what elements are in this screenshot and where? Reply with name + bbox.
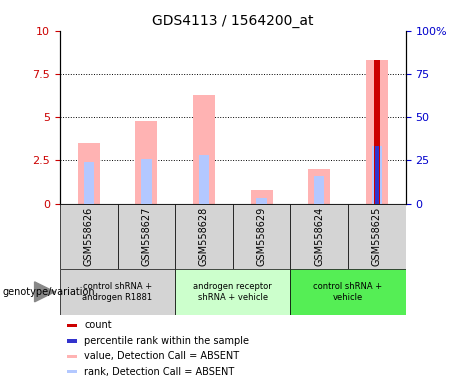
Text: GSM558627: GSM558627 [142,207,151,266]
Bar [372,146,382,204]
Bar [251,190,272,204]
Bar [67,370,77,373]
Text: GSM558625: GSM558625 [372,207,382,266]
Bar [233,204,290,269]
Text: control shRNA +
androgen R1881: control shRNA + androgen R1881 [83,282,153,301]
Text: GSM558628: GSM558628 [199,207,209,266]
Bar [308,169,330,204]
Text: percentile rank within the sample: percentile rank within the sample [84,336,249,346]
Text: value, Detection Call = ABSENT: value, Detection Call = ABSENT [84,351,239,361]
Text: rank, Detection Call = ABSENT: rank, Detection Call = ABSENT [84,367,234,377]
Text: genotype/variation: genotype/variation [2,287,95,297]
Bar [366,60,388,204]
Bar [348,204,406,269]
Text: GSM558624: GSM558624 [314,207,324,266]
Bar [193,94,215,204]
Bar [256,199,267,204]
Bar [199,155,209,204]
Bar [175,269,290,315]
Bar [118,204,175,269]
Bar [60,204,118,269]
Bar [175,204,233,269]
Bar [78,143,100,204]
Text: GSM558629: GSM558629 [257,207,266,266]
Polygon shape [35,282,55,302]
Bar [141,159,152,204]
Bar [83,162,94,204]
Text: control shRNA +
vehicle: control shRNA + vehicle [313,282,383,301]
Bar [374,60,380,204]
Text: count: count [84,320,112,330]
Text: androgen receptor
shRNA + vehicle: androgen receptor shRNA + vehicle [194,282,272,301]
Bar [314,176,325,204]
Bar [374,146,379,204]
Bar [290,269,406,315]
Text: GSM558626: GSM558626 [84,207,94,266]
Bar [67,339,77,343]
Bar [67,355,77,358]
Bar [136,121,157,204]
Title: GDS4113 / 1564200_at: GDS4113 / 1564200_at [152,14,313,28]
Bar [60,269,175,315]
Bar [67,323,77,327]
Bar [290,204,348,269]
